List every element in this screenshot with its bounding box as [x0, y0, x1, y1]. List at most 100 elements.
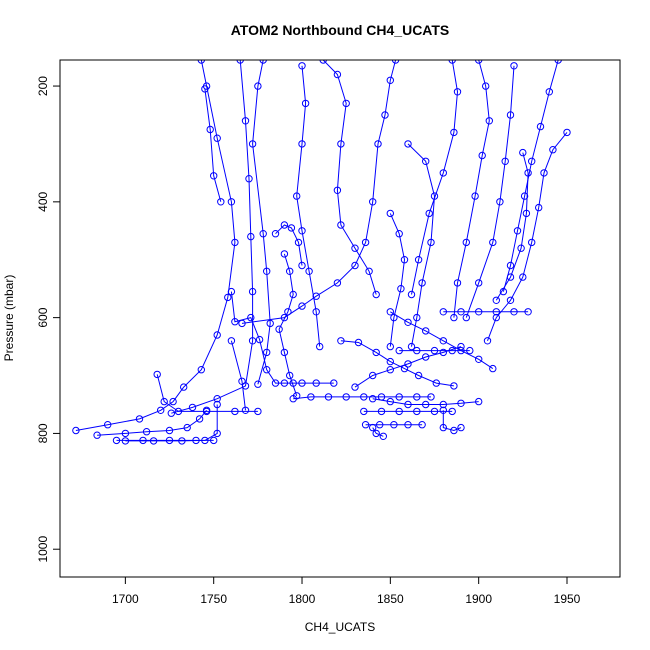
data-point	[510, 308, 518, 316]
data-point	[413, 313, 421, 322]
data-point	[450, 426, 458, 435]
data-point	[254, 82, 262, 90]
profile-line	[495, 152, 529, 301]
data-point	[213, 331, 221, 339]
data-point	[305, 267, 313, 275]
x-tick-label: 1700	[112, 592, 139, 606]
data-point	[563, 128, 571, 137]
data-point	[365, 267, 373, 275]
data-point	[333, 70, 342, 79]
data-point	[337, 140, 345, 148]
data-point	[333, 279, 342, 287]
profile-line	[322, 60, 377, 295]
data-point	[255, 335, 264, 344]
x-tick-label: 1800	[289, 592, 316, 606]
data-point	[519, 148, 527, 157]
data-point	[213, 134, 221, 142]
data-point	[301, 99, 310, 108]
profile-series	[275, 250, 301, 400]
profile-series	[238, 60, 400, 328]
data-point	[513, 227, 522, 235]
data-point	[231, 318, 239, 326]
data-point	[188, 403, 197, 412]
data-point	[462, 313, 470, 322]
profile-series	[404, 140, 439, 351]
data-point	[475, 279, 483, 287]
profile-line	[156, 374, 258, 412]
profile-series	[386, 308, 497, 373]
data-point	[506, 273, 515, 281]
x-tick-label: 1850	[377, 592, 404, 606]
profile-line	[372, 398, 479, 405]
data-point	[165, 426, 174, 435]
data-point	[280, 379, 289, 387]
data-point	[376, 421, 384, 429]
data-point	[231, 407, 239, 416]
data-point	[241, 117, 250, 125]
profile-series	[369, 423, 387, 440]
data-point	[519, 273, 527, 281]
data-point	[316, 342, 324, 351]
data-point	[439, 400, 447, 409]
profile-series	[293, 62, 324, 351]
data-point	[248, 337, 257, 345]
data-point	[298, 302, 306, 310]
data-point	[247, 232, 255, 241]
data-point	[506, 261, 515, 270]
data-point	[197, 60, 205, 64]
data-point	[112, 436, 121, 445]
profile-series	[72, 60, 239, 435]
data-point	[374, 140, 382, 148]
data-point	[397, 285, 405, 293]
profile-series	[386, 209, 409, 351]
data-point	[381, 111, 389, 119]
data-point	[241, 406, 250, 414]
data-point	[422, 157, 430, 166]
data-point	[238, 377, 246, 385]
data-point	[492, 313, 500, 322]
data-point	[298, 140, 306, 148]
data-point	[390, 421, 398, 429]
profile-line	[293, 396, 431, 400]
data-point	[422, 353, 430, 361]
data-point	[72, 426, 80, 435]
profile-line	[411, 60, 459, 295]
data-point	[369, 198, 377, 206]
y-axis-label: Pressure (mbar)	[2, 275, 16, 362]
profile-line	[372, 427, 384, 437]
data-point	[319, 60, 327, 64]
profile-series	[499, 60, 562, 296]
data-point	[453, 88, 462, 96]
data-point	[121, 429, 130, 438]
data-point	[379, 432, 387, 440]
data-point	[351, 383, 359, 391]
data-point	[298, 227, 306, 235]
data-point	[390, 313, 398, 322]
profile-series	[407, 60, 462, 299]
data-point	[153, 370, 161, 379]
data-point	[386, 342, 394, 351]
data-point	[475, 355, 483, 363]
data-point	[425, 209, 433, 218]
data-point	[275, 325, 283, 333]
profile-series	[439, 406, 465, 435]
data-point	[142, 428, 151, 436]
profile-series	[248, 60, 274, 388]
data-point	[501, 157, 509, 166]
data-point	[395, 393, 403, 401]
data-point	[289, 290, 297, 299]
data-point	[404, 421, 412, 429]
data-point	[217, 198, 225, 206]
data-point	[453, 279, 462, 287]
data-point	[259, 230, 267, 238]
data-point	[450, 313, 458, 322]
data-point	[360, 393, 368, 401]
data-point	[330, 379, 338, 387]
data-point	[520, 192, 529, 200]
profile-series	[483, 128, 571, 345]
data-point	[271, 230, 280, 238]
data-point	[448, 407, 456, 416]
data-point	[377, 407, 386, 416]
data-point	[248, 140, 257, 148]
